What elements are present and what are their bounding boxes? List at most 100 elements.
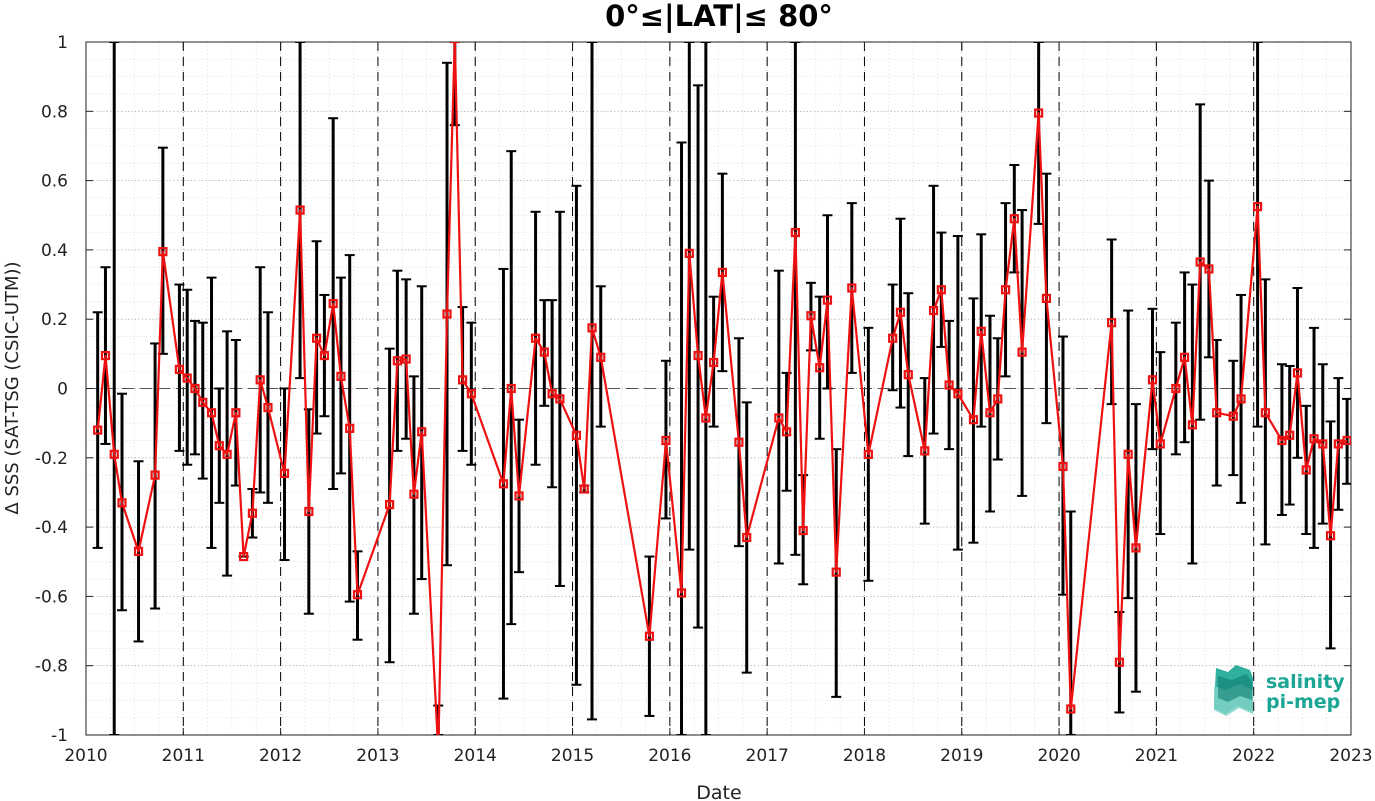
y-tick-label: -0.4 (35, 518, 68, 538)
data-point-marker (1325, 531, 1336, 541)
logo-line-1: salinity (1266, 671, 1345, 693)
data-point-marker (782, 427, 792, 437)
data-point-marker (319, 350, 330, 361)
data-point-marker (385, 499, 395, 510)
logo-line-2: pi-mep (1266, 691, 1340, 713)
data-point-marker (579, 484, 589, 494)
data-point-marker (1187, 420, 1197, 430)
data-point-marker (417, 427, 427, 437)
data-point-marker (352, 590, 363, 600)
data-point-marker (328, 299, 338, 309)
data-point-marker (798, 525, 808, 536)
data-point-marker (920, 446, 930, 456)
data-point-marker (336, 371, 346, 381)
data-point-marker (442, 309, 452, 319)
data-point-marker (644, 631, 655, 641)
data-point-marker (409, 489, 419, 499)
x-tick-label: 2011 (162, 746, 205, 766)
data-point-marker (1155, 439, 1165, 449)
data-point-marker (1342, 435, 1351, 446)
x-tick-label: 2019 (940, 746, 983, 766)
data-point-marker (174, 364, 185, 375)
data-point-marker (222, 449, 232, 459)
data-point-marker (1252, 201, 1263, 212)
y-tick-label: 0.2 (41, 310, 68, 330)
data-point-marker (93, 425, 103, 435)
data-point-marker (847, 283, 857, 293)
data-point-marker (506, 383, 516, 394)
data-point-marker (190, 383, 200, 394)
data-point-marker (206, 408, 217, 418)
data-point-marker (953, 389, 963, 399)
data-point-marker (1301, 465, 1311, 475)
data-point-marker (790, 227, 800, 238)
data-point-marker (198, 397, 208, 407)
data-point-marker (976, 326, 986, 336)
x-axis-label: Date (696, 782, 741, 801)
data-point-marker (295, 205, 305, 215)
chart-title: 0°≤|LAT|≤ 80° (605, 0, 833, 33)
data-point-marker (815, 363, 825, 373)
data-point-marker (1041, 293, 1052, 304)
x-tick-label: 2017 (746, 746, 789, 766)
y-tick-label: -0.8 (35, 657, 68, 677)
data-point-marker (1228, 411, 1238, 421)
x-tick-label: 2023 (1329, 746, 1372, 766)
data-point-marker (304, 506, 314, 517)
data-point-marker (182, 373, 192, 383)
x-tick-label: 2016 (648, 746, 691, 766)
data-point-marker (530, 333, 541, 343)
data-point-marker (1107, 318, 1117, 328)
data-point-marker (693, 350, 703, 361)
data-point-marker (709, 357, 719, 368)
x-tick-label: 2018 (843, 746, 886, 766)
data-point-marker (450, 42, 460, 44)
data-point-marker (903, 370, 913, 380)
data-point-marker (684, 248, 694, 258)
data-point-marker (1123, 449, 1133, 459)
data-point-marker (133, 546, 144, 556)
data-point-marker (1034, 108, 1044, 118)
data-point-marker (498, 479, 509, 489)
data-point-marker (255, 375, 265, 385)
data-point-marker (539, 347, 549, 357)
data-point-marker (928, 305, 939, 316)
x-tick-label: 2022 (1232, 746, 1275, 766)
data-point-marker (1058, 461, 1068, 472)
data-point-marker (936, 285, 946, 295)
data-point-marker (661, 435, 671, 446)
data-point-marker (676, 588, 687, 598)
x-tick-label: 2020 (1037, 746, 1080, 766)
data-point-marker (150, 470, 160, 480)
salinity-pi-mep-logo: salinity pi-mep (1214, 665, 1345, 716)
data-point-marker (1114, 657, 1125, 667)
y-tick-labels: -1 -0.8 -0.6 -0.4 -0.2 0 0.2 0.4 0.6 0.8 1 (35, 33, 68, 746)
data-point-marker (457, 375, 468, 385)
plot-frame (85, 41, 1352, 736)
data-point-marker (822, 295, 833, 305)
data-point-marker (100, 350, 111, 361)
data-point-marker (345, 423, 355, 433)
data-point-marker (1333, 439, 1343, 449)
data-point-marker (1066, 704, 1076, 714)
y-tick-label: -0.6 (35, 587, 68, 607)
data-point-marker (117, 498, 127, 508)
data-point-marker (1180, 352, 1190, 362)
y-tick-label: 0.6 (41, 172, 68, 192)
data-point-marker (596, 352, 606, 362)
data-point-marker (571, 430, 582, 440)
data-point-marker (247, 508, 257, 518)
y-axis-label: Δ SSS (SAT-TSG (CSIC-UTM)) (2, 261, 23, 514)
series-line (96, 42, 1348, 735)
y-tick-label: 0 (57, 380, 68, 400)
x-tick-label: 2014 (454, 746, 497, 766)
data-point-marker (401, 354, 411, 364)
y-tick-label: 1 (57, 33, 68, 53)
data-point-marker (734, 437, 744, 447)
data-point-marker (214, 441, 224, 451)
data-point-marker (547, 389, 557, 399)
x-tick-label: 2015 (551, 746, 594, 766)
data-point-marker (806, 311, 816, 321)
data-point-marker (1131, 543, 1141, 553)
data-point-marker (863, 449, 873, 459)
